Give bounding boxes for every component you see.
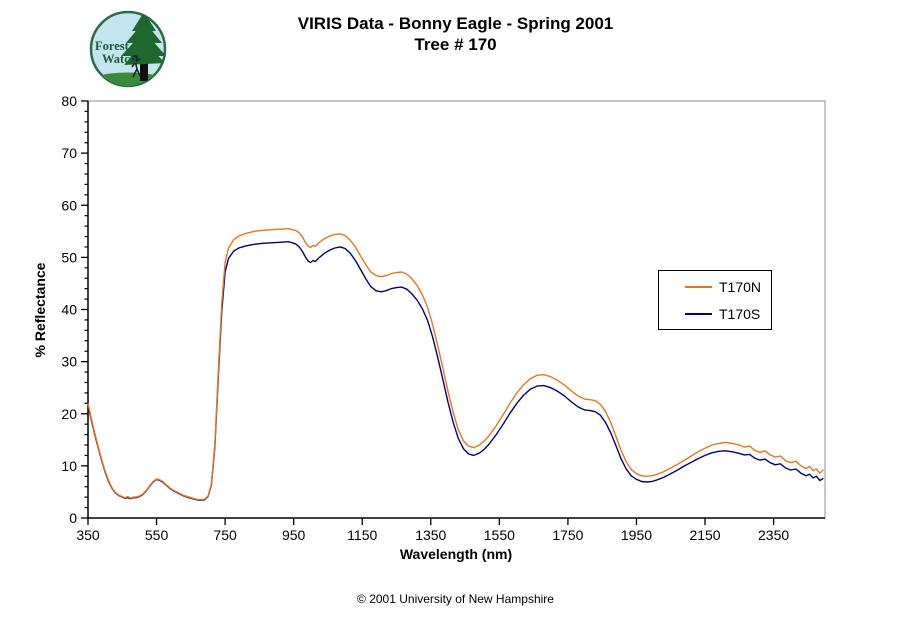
x-tick-label: 550 <box>145 527 169 543</box>
legend-label-t170s: T170S <box>719 305 761 322</box>
y-axis-title: % Reflectance <box>32 262 48 358</box>
logo-climber <box>131 54 141 78</box>
y-tick-label: 0 <box>69 510 77 526</box>
logo-text-forest: Forest <box>95 39 130 53</box>
y-tick-label: 40 <box>61 302 77 318</box>
logo-text-watch: Watch <box>102 52 137 66</box>
chart-title-line2: Tree # 170 <box>414 35 497 54</box>
y-tick-label: 60 <box>61 197 77 213</box>
y-tick-label: 80 <box>61 93 77 109</box>
x-tick-label: 950 <box>282 527 306 543</box>
x-tick-label: 1150 <box>347 527 377 543</box>
legend-label-t170n: T170N <box>719 278 762 295</box>
x-tick-label: 1950 <box>621 527 652 543</box>
x-tick-label: 2350 <box>758 527 789 543</box>
legend-entry-t170n: T170N <box>685 279 771 295</box>
legend-line-sample-t170n <box>685 285 712 288</box>
y-tick-label: 10 <box>61 458 77 474</box>
y-tick-label: 50 <box>61 249 77 265</box>
chart-title: VIRIS Data - Bonny Eagle - Spring 2001 T… <box>0 13 911 55</box>
x-tick-label: 750 <box>213 527 237 543</box>
x-tick-label: 1350 <box>415 527 446 543</box>
x-axis-title: Wavelength (nm) <box>399 546 513 562</box>
copyright-text: © 2001 University of New Hampshire <box>357 592 554 606</box>
x-tick-label: 2150 <box>689 527 720 543</box>
series-line-t170n <box>87 227 824 501</box>
legend-entry-t170s: T170S <box>685 306 771 322</box>
forest-watch-logo-image: Forest Watch <box>89 10 167 88</box>
forest-watch-logo: Forest Watch <box>88 9 168 89</box>
legend-line-sample-t170s <box>685 312 712 315</box>
chart-title-line1: VIRIS Data - Bonny Eagle - Spring 2001 <box>297 14 614 33</box>
x-tick-label: 350 <box>76 527 100 543</box>
x-tick-label: 1550 <box>484 527 515 543</box>
y-tick-label: 20 <box>61 406 77 422</box>
y-tick-label: 30 <box>61 354 77 370</box>
legend: T170N T170S <box>658 270 772 330</box>
y-tick-label: 70 <box>61 145 77 161</box>
x-tick-label: 1750 <box>552 527 583 543</box>
